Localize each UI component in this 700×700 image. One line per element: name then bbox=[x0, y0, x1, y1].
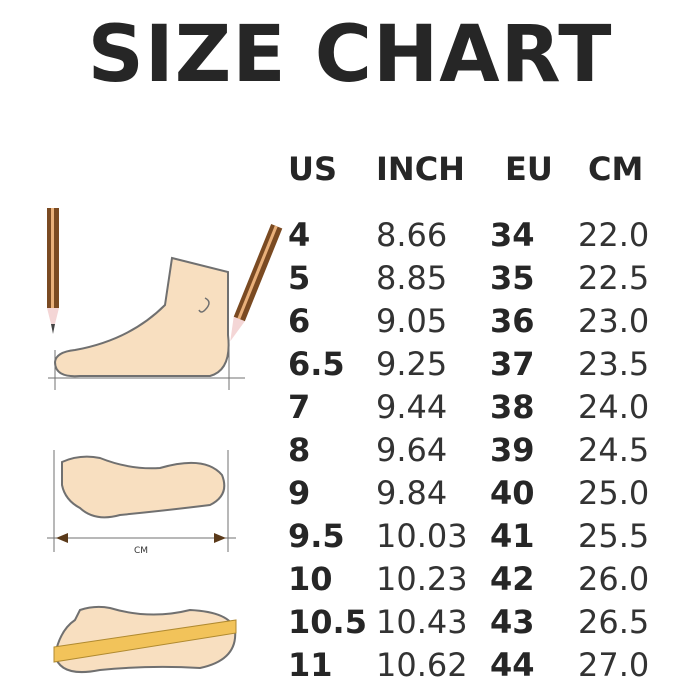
foot-ruler-icon bbox=[53, 605, 237, 674]
cell-eu: 36 bbox=[490, 302, 535, 340]
cell-inch: 10.43 bbox=[376, 603, 468, 641]
cell-cm: 23.0 bbox=[578, 302, 650, 340]
cell-us: 4 bbox=[288, 216, 311, 254]
pencil-icon bbox=[47, 208, 59, 334]
cell-cm: 24.0 bbox=[578, 388, 650, 426]
pencil-icon bbox=[230, 223, 283, 342]
cell-eu: 44 bbox=[490, 646, 535, 684]
cell-cm: 26.5 bbox=[578, 603, 650, 641]
cell-eu: 39 bbox=[490, 431, 535, 469]
column-header-inch: INCH bbox=[376, 150, 465, 188]
cell-us: 6 bbox=[288, 302, 311, 340]
cell-eu: 42 bbox=[490, 560, 535, 598]
cell-cm: 24.5 bbox=[578, 431, 650, 469]
cell-us: 11 bbox=[288, 646, 333, 684]
cell-us: 6.5 bbox=[288, 345, 345, 383]
cell-us: 8 bbox=[288, 431, 311, 469]
cell-eu: 40 bbox=[490, 474, 535, 512]
cell-cm: 22.5 bbox=[578, 259, 650, 297]
column-header-eu: EU bbox=[505, 150, 553, 188]
column-header-us: US bbox=[288, 150, 338, 188]
foot-side-view-icon bbox=[48, 256, 245, 390]
cell-cm: 23.5 bbox=[578, 345, 650, 383]
foot-measurement-illustration: CM bbox=[47, 208, 283, 674]
column-header-cm: CM bbox=[588, 150, 644, 188]
cell-cm: 25.0 bbox=[578, 474, 650, 512]
cell-us: 9.5 bbox=[288, 517, 345, 555]
cell-cm: 26.0 bbox=[578, 560, 650, 598]
cell-inch: 9.25 bbox=[376, 345, 448, 383]
cell-inch: 8.66 bbox=[376, 216, 448, 254]
page-title: SIZE CHART bbox=[87, 10, 613, 100]
cell-eu: 34 bbox=[490, 216, 535, 254]
cell-us: 10.5 bbox=[288, 603, 367, 641]
cell-us: 9 bbox=[288, 474, 311, 512]
foot-top-view-icon: CM bbox=[47, 450, 236, 556]
cell-inch: 8.85 bbox=[376, 259, 448, 297]
cell-inch: 9.84 bbox=[376, 474, 448, 512]
cell-eu: 41 bbox=[490, 517, 535, 555]
cell-inch: 9.05 bbox=[376, 302, 448, 340]
cell-inch: 9.44 bbox=[376, 388, 448, 426]
cell-eu: 38 bbox=[490, 388, 535, 426]
cell-cm: 22.0 bbox=[578, 216, 650, 254]
cell-inch: 10.03 bbox=[376, 517, 468, 555]
cell-eu: 35 bbox=[490, 259, 535, 297]
cell-us: 5 bbox=[288, 259, 311, 297]
measure-label: CM bbox=[134, 546, 148, 556]
cell-eu: 43 bbox=[490, 603, 535, 641]
cell-cm: 25.5 bbox=[578, 517, 650, 555]
cell-inch: 9.64 bbox=[376, 431, 448, 469]
cell-eu: 37 bbox=[490, 345, 535, 383]
cell-inch: 10.23 bbox=[376, 560, 468, 598]
cell-us: 7 bbox=[288, 388, 311, 426]
cell-us: 10 bbox=[288, 560, 333, 598]
cell-cm: 27.0 bbox=[578, 646, 650, 684]
cell-inch: 10.62 bbox=[376, 646, 468, 684]
